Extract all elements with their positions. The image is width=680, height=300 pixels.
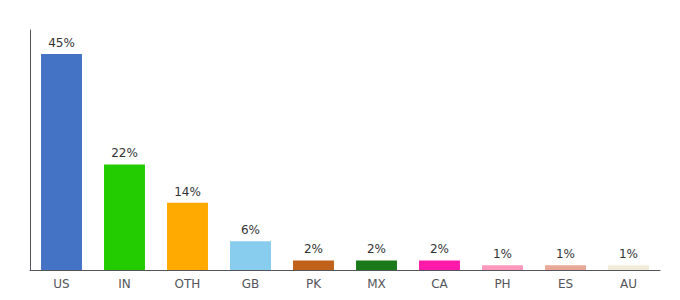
svg-text:IN: IN [118, 277, 131, 291]
svg-text:OTH: OTH [175, 277, 201, 291]
svg-text:2%: 2% [367, 242, 386, 256]
svg-text:US: US [53, 277, 69, 291]
svg-text:1%: 1% [493, 247, 512, 261]
svg-text:2%: 2% [430, 242, 449, 256]
svg-text:GB: GB [242, 277, 260, 291]
svg-text:6%: 6% [241, 223, 260, 237]
svg-text:22%: 22% [111, 146, 138, 160]
svg-text:MX: MX [367, 277, 386, 291]
svg-text:ES: ES [558, 277, 573, 291]
svg-text:PH: PH [494, 277, 510, 291]
svg-text:PK: PK [306, 277, 322, 291]
svg-text:AU: AU [620, 277, 637, 291]
svg-text:2%: 2% [304, 242, 323, 256]
svg-text:45%: 45% [48, 36, 75, 50]
svg-text:CA: CA [431, 277, 448, 291]
svg-text:1%: 1% [556, 247, 575, 261]
svg-text:14%: 14% [174, 185, 201, 199]
svg-text:1%: 1% [619, 247, 638, 261]
